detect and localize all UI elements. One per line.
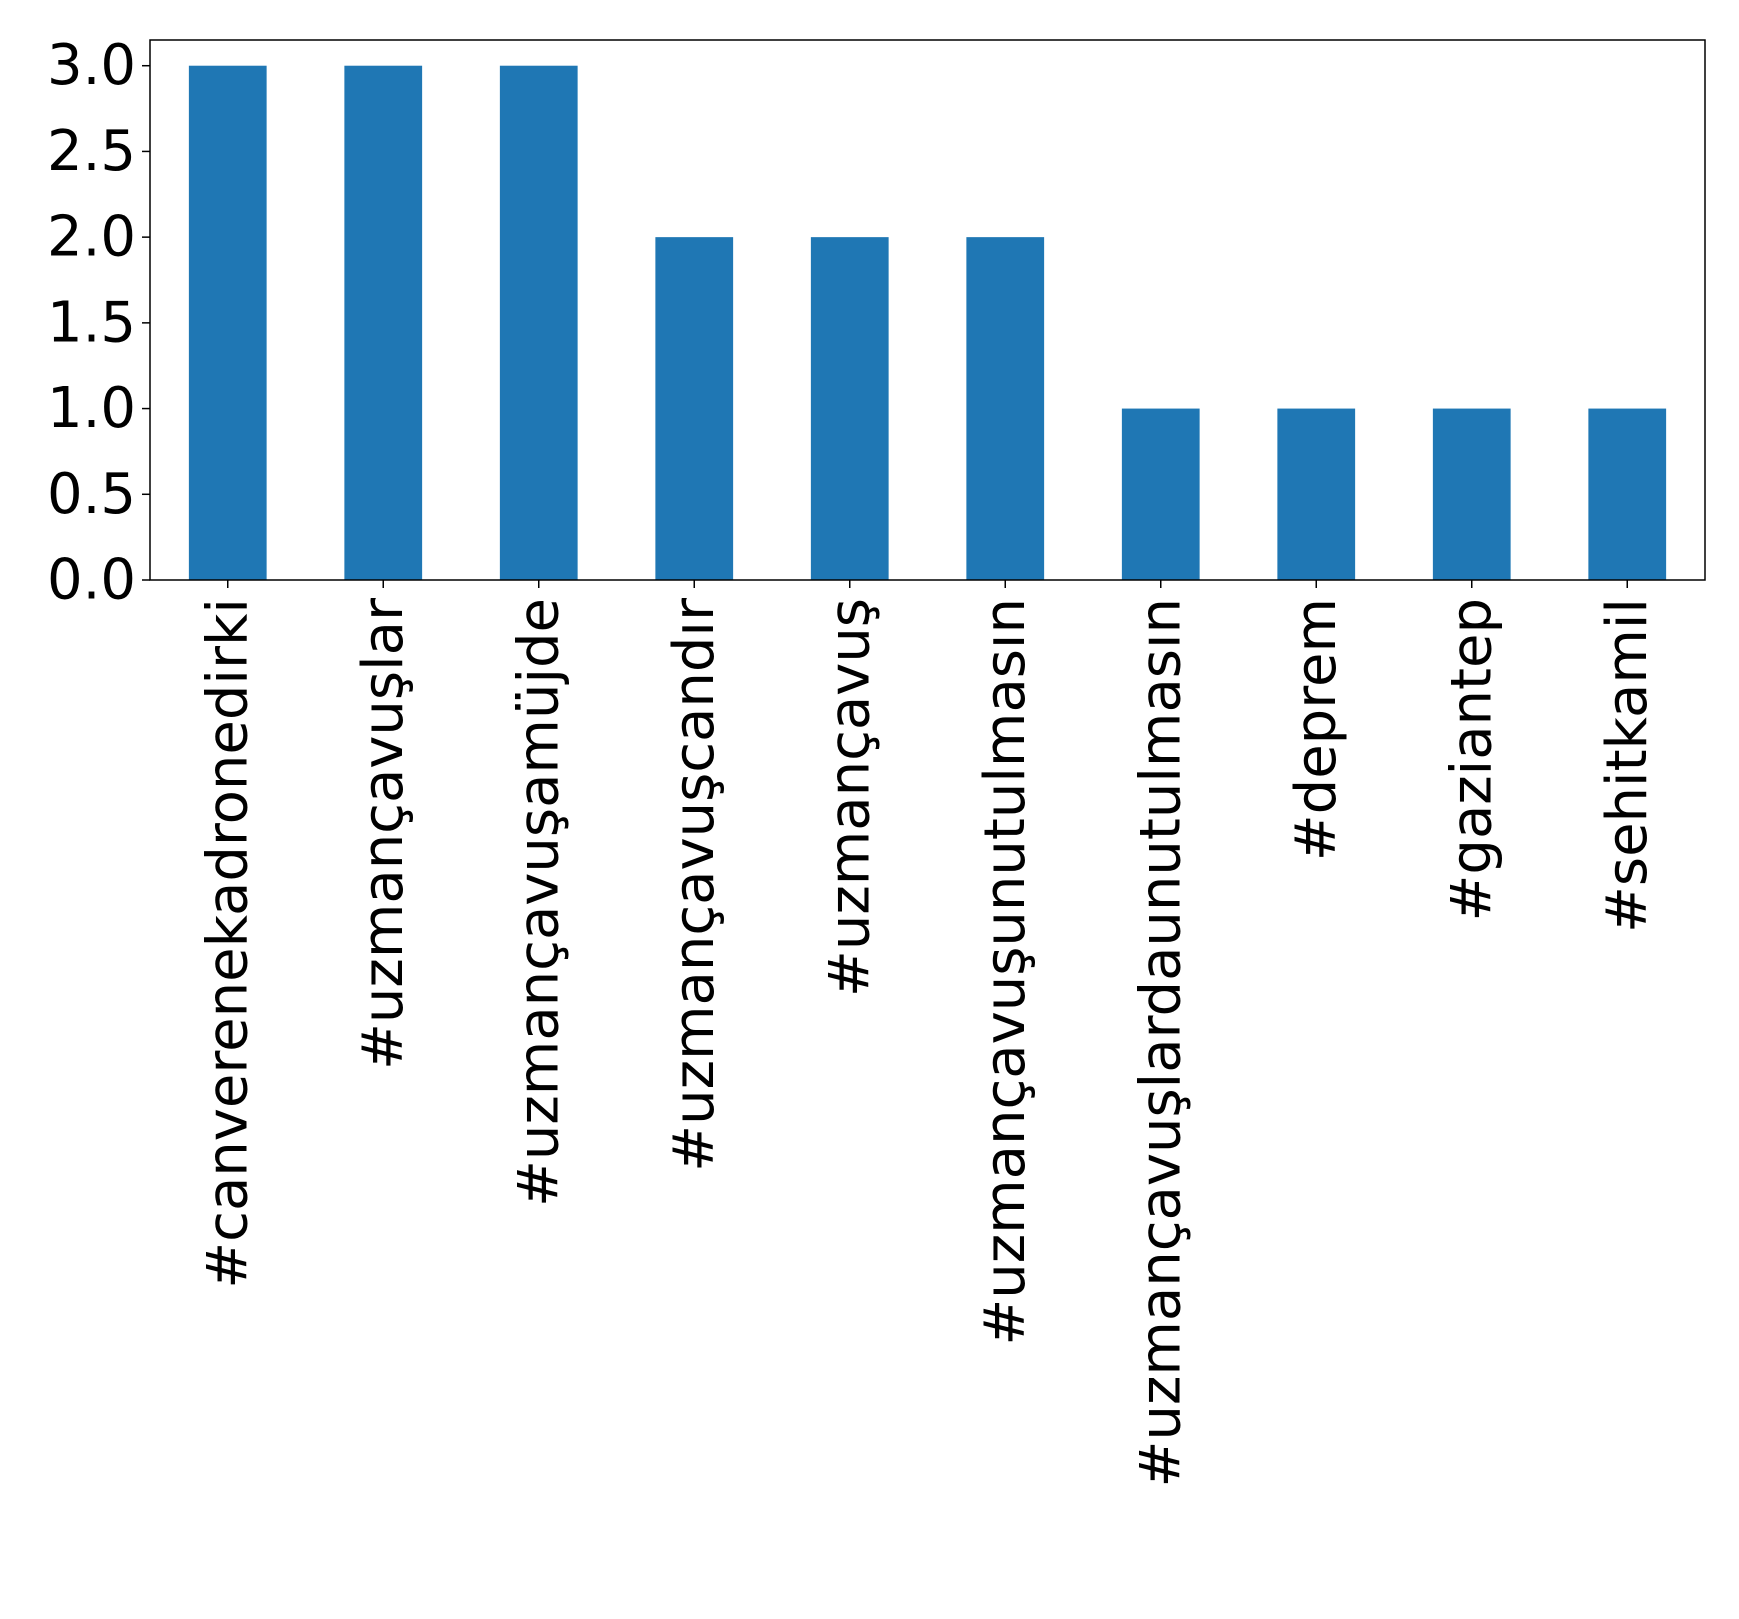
x-tick-label-6: #uzmançavuşlardaunutulmasın xyxy=(1128,598,1193,1487)
bars-layer xyxy=(188,65,1667,580)
y-tick-label-0: 0.0 xyxy=(47,548,136,613)
y-axis-ticks: 0.0 0.5 1.0 1.5 2.0 2.5 3.0 xyxy=(47,33,150,613)
x-tick-label-0: #canverenekadronedirki xyxy=(195,598,260,1289)
y-tick-label-6: 3.0 xyxy=(47,33,136,98)
bar-8 xyxy=(1432,408,1511,580)
y-tick-label-2: 1.0 xyxy=(47,376,136,441)
y-tick-label-1: 0.5 xyxy=(47,462,136,527)
plot-frame xyxy=(149,39,1706,581)
x-tick-label-7: #deprem xyxy=(1284,598,1349,861)
bar-3 xyxy=(655,237,734,580)
bar-7 xyxy=(1277,408,1356,580)
bar-6 xyxy=(1121,408,1200,580)
bar-4 xyxy=(810,237,889,580)
x-tick-label-3: #uzmançavuşcandır xyxy=(662,597,727,1172)
bar-1 xyxy=(344,65,423,580)
x-tick-label-2: #uzmançavuşamüjde xyxy=(506,598,571,1207)
x-tick-label-5: #uzmançavuşunutulmasın xyxy=(973,598,1038,1346)
x-tick-label-8: #gaziantep xyxy=(1439,598,1504,922)
x-tick-label-9: #sehitkamil xyxy=(1595,598,1660,933)
y-tick-label-3: 1.5 xyxy=(47,290,136,355)
x-axis-ticks: #canverenekadronedirki #uzmançavuşlar #uzm… xyxy=(195,580,1660,1487)
x-tick-label-1: #uzmançavuşlar xyxy=(351,597,416,1070)
y-tick-label-5: 2.5 xyxy=(47,119,136,184)
bar-5 xyxy=(966,237,1045,580)
bar-2 xyxy=(499,65,578,580)
bar-0 xyxy=(188,65,267,580)
bar-9 xyxy=(1588,408,1667,580)
x-tick-label-4: #uzmançavuş xyxy=(817,598,882,997)
y-tick-label-4: 2.0 xyxy=(47,205,136,270)
